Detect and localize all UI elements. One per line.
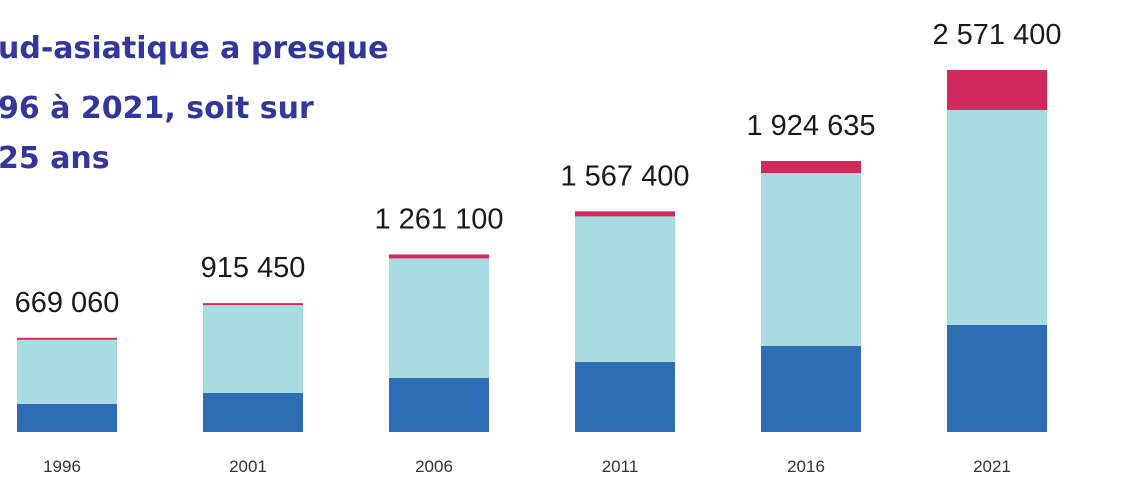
bar-segment [389,378,489,432]
bar-segment [203,393,303,432]
bar-segment [575,211,675,216]
title-line: 25 ans [0,141,110,176]
total-label: 1 567 400 [560,160,689,192]
x-tick-label: 2006 [415,457,453,476]
bar-segment [761,346,861,432]
x-tick-label: 2016 [787,457,825,476]
bar-segment [17,404,117,432]
bar-segment [203,303,303,305]
total-label: 2 571 400 [932,19,1061,51]
bar-segment [389,254,489,258]
bar-segment [17,338,117,340]
total-label: 915 450 [201,252,306,284]
total-label: 1 924 635 [746,110,875,142]
title-line: 96 à 2021, soit sur [0,91,314,126]
bar-segment [203,305,303,393]
title-line: ud-asiatique a presque [0,31,389,66]
x-tick-label: 2011 [602,457,639,476]
bar-segment [947,70,1047,110]
chart: ud-asiatique a presque 96 à 2021, soit s… [0,0,1121,481]
total-label: 1 261 100 [374,203,503,235]
bar-segment [575,216,675,362]
x-tick-label: 2001 [229,457,267,476]
bar-segment [761,161,861,173]
bar-segment [575,362,675,432]
bar-segment [947,110,1047,325]
bar-segment [761,173,861,346]
bar-segment [389,258,489,378]
x-tick-label: 1996 [43,457,81,476]
bar-segment [947,325,1047,432]
total-label: 669 060 [15,287,120,319]
bar-segment [17,340,117,404]
x-tick-label: 2021 [973,457,1011,476]
